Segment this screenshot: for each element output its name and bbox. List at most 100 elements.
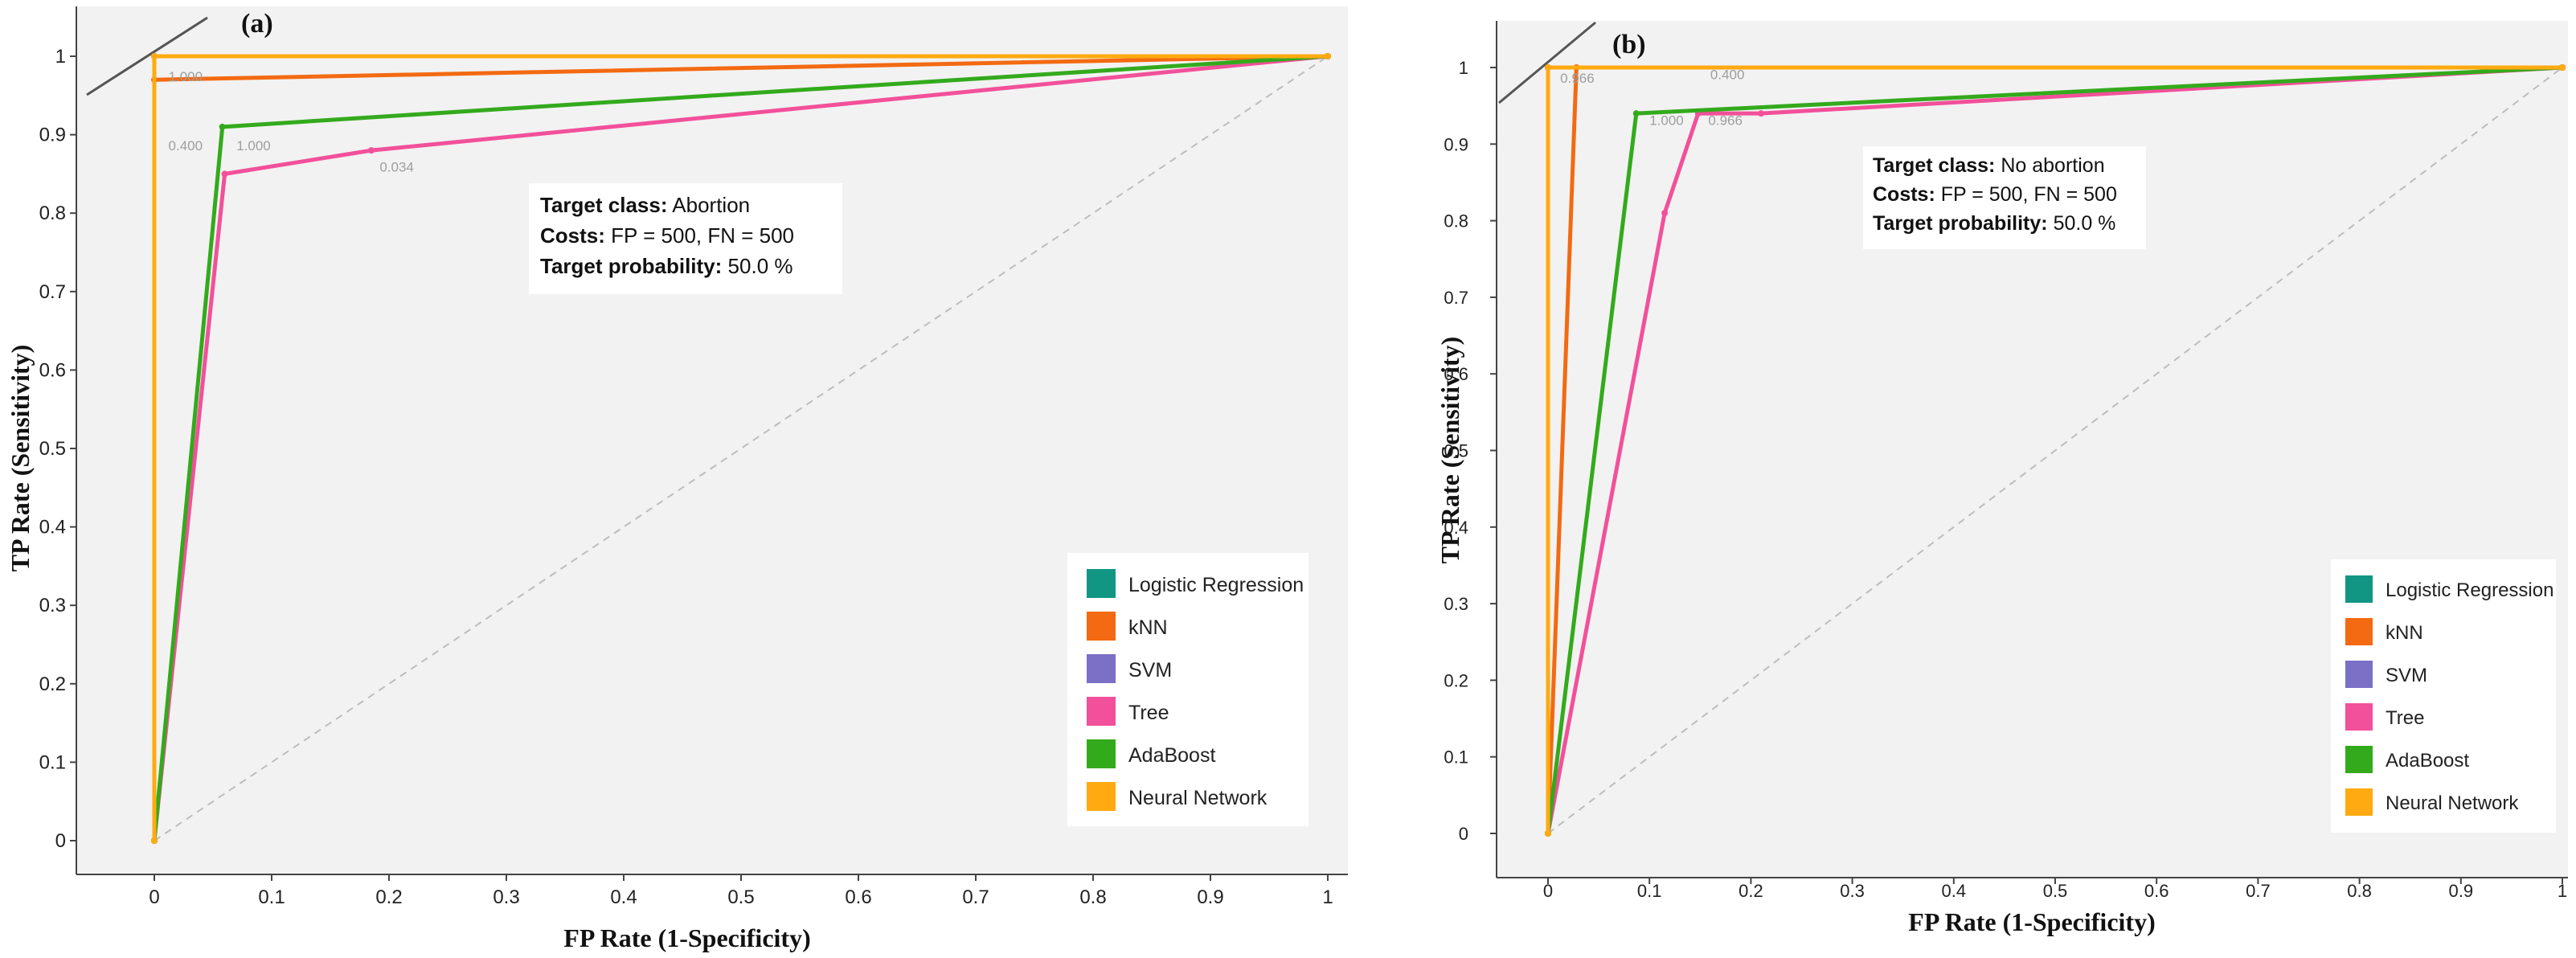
- y-tick-label-a: 0.2: [39, 673, 66, 695]
- x-axis-title-b: FP Rate (1-Specificity): [1908, 907, 2155, 936]
- legend-swatch-logistic-regression-b: [2345, 575, 2373, 603]
- y-tick-label-b: 1: [1459, 58, 1468, 78]
- info-box-b: [1863, 146, 2146, 249]
- x-axis-title-a: FP Rate (1-Specificity): [563, 923, 810, 952]
- x-tick-label-a: 0.3: [493, 886, 519, 908]
- roc-point-adaboost-b: [1632, 110, 1640, 117]
- legend-label-tree-b: Tree: [2386, 707, 2424, 729]
- roc-point-tree-a: [368, 147, 375, 154]
- legend-label-logistic-regression-a: Logistic Regression: [1128, 574, 1304, 596]
- info-costs-b: Costs: FP = 500, FN = 500: [1873, 183, 2117, 206]
- info-target-class-label-a: Target class:: [540, 193, 667, 217]
- roc-point-neural-network-a: [151, 837, 158, 844]
- legend-swatch-knn-b: [2345, 618, 2373, 645]
- y-tick-label-b: 0.3: [1444, 594, 1468, 614]
- info-prob-b: Target probability: 50.0 %: [1873, 212, 2115, 235]
- legend-swatch-neural-network-a: [1087, 782, 1116, 811]
- threshold-label-b: 0.400: [1710, 67, 1745, 82]
- x-tick-label-b: 0.5: [2043, 881, 2068, 901]
- y-tick-label-a: 0.6: [39, 359, 66, 381]
- roc-point-adaboost-a: [219, 123, 226, 130]
- y-tick-label-a: 0: [55, 830, 66, 852]
- threshold-label-b: 0.966: [1560, 71, 1595, 86]
- legend-box-a: [1067, 553, 1308, 826]
- roc-point-tree-a: [221, 170, 228, 178]
- legend-label-svm-a: SVM: [1128, 659, 1172, 682]
- x-tick-label-a: 1: [1322, 886, 1333, 908]
- legend-swatch-svm-b: [2345, 661, 2373, 688]
- legend-label-adaboost-b: AdaBoost: [2386, 750, 2469, 772]
- roc-point-tree-b: [1758, 110, 1765, 117]
- legend-label-logistic-regression-b: Logistic Regression: [2386, 579, 2553, 601]
- y-tick-label-b: 0.2: [1444, 670, 1468, 690]
- x-tick-label-b: 0: [1543, 881, 1553, 901]
- info-target-class-value-b: No abortion: [2001, 154, 2104, 177]
- info-prob-label-b: Target probability:: [1873, 212, 2048, 235]
- roc-point-neural-network-b: [1545, 64, 1551, 71]
- x-tick-label-b: 0.6: [2144, 881, 2169, 901]
- legend-swatch-logistic-regression-a: [1087, 569, 1116, 598]
- x-tick-label-a: 0.1: [258, 886, 285, 908]
- legend-swatch-adaboost-b: [2345, 746, 2373, 773]
- legend-label-tree-a: Tree: [1128, 702, 1169, 724]
- info-costs-a: Costs: FP = 500, FN = 500: [540, 223, 794, 248]
- panel-b: (b) FP Rate (1-Specificity) TP Rate (Sen…: [1435, 21, 2568, 936]
- legend-label-svm-b: SVM: [2386, 665, 2427, 686]
- info-target-class-value-a: Abortion: [672, 193, 750, 217]
- info-prob-a: Target probability: 50.0 %: [540, 254, 793, 278]
- info-costs-value-b: FP = 500, FN = 500: [1941, 183, 2117, 206]
- y-tick-label-b: 0.4: [1444, 518, 1468, 538]
- legend-swatch-adaboost-a: [1087, 739, 1116, 768]
- legend-box-b: [2331, 559, 2556, 833]
- threshold-label-b: 1.000: [1649, 113, 1684, 128]
- info-box-a: [529, 183, 842, 294]
- legend-swatch-neural-network-b: [2345, 788, 2373, 816]
- x-tick-label-b: 0.3: [1840, 881, 1865, 901]
- legend-swatch-tree-a: [1087, 697, 1116, 726]
- x-tick-label-b: 0.7: [2246, 881, 2271, 901]
- x-tick-label-b: 0.4: [1942, 881, 1967, 901]
- panel-label-a: (a): [241, 9, 273, 39]
- x-tick-label-a: 0.5: [727, 886, 754, 908]
- info-prob-value-a: 50.0 %: [728, 254, 793, 278]
- legend-label-knn-a: kNN: [1128, 616, 1168, 639]
- panel-label-b: (b): [1612, 30, 1646, 59]
- y-tick-label-a: 0.9: [39, 125, 66, 146]
- chart-marks: 0 0.1 0.2 0.3 0.4 0.5 0.6 0.7 0.8 0.9 1 0 0.1 0.2 0.3 0…: [39, 46, 2568, 908]
- x-tick-label-a: 0.7: [962, 886, 989, 908]
- x-tick-label-b: 0.9: [2449, 881, 2474, 901]
- y-tick-label-a: 0.1: [39, 751, 66, 773]
- x-tick-label-a: 0: [149, 886, 159, 908]
- info-prob-value-b: 50.0 %: [2054, 212, 2116, 235]
- corner-slash-b: [1498, 21, 1596, 104]
- roc-point-tree-b: [1661, 210, 1669, 217]
- y-tick-label-a: 0.4: [39, 517, 66, 538]
- y-tick-label-b: 0.9: [1444, 134, 1468, 154]
- threshold-label-b: 0.966: [1708, 113, 1743, 128]
- y-tick-label-a: 0.7: [39, 281, 66, 303]
- x-tick-label-b: 0.1: [1637, 881, 1662, 901]
- x-tick-label-b: 0.2: [1738, 881, 1763, 901]
- legend-swatch-tree-b: [2345, 703, 2373, 731]
- info-target-class-label-b: Target class:: [1873, 154, 1995, 177]
- x-tick-label-a: 0.6: [845, 886, 871, 908]
- info-costs-label-a: Costs:: [540, 223, 605, 248]
- y-tick-label-b: 0.1: [1444, 747, 1468, 768]
- y-tick-label-b: 0.7: [1444, 288, 1468, 308]
- x-tick-label-a: 0.8: [1079, 886, 1106, 908]
- threshold-label-a: 1.000: [169, 69, 203, 84]
- roc-point-neural-network-a: [1325, 53, 1331, 59]
- y-axis-title-a: TP Rate (Sensitivity): [6, 345, 35, 572]
- x-tick-label-a: 0.4: [610, 886, 637, 908]
- info-target-class-b: Target class: No abortion: [1873, 154, 2105, 177]
- corner-slash-a: [86, 16, 208, 96]
- y-axis-title-b: TP Rate (Sensitivity): [1435, 337, 1464, 564]
- info-costs-value-a: FP = 500, FN = 500: [611, 223, 794, 248]
- x-tick-label-b: 0.8: [2347, 881, 2372, 901]
- legend-label-adaboost-a: AdaBoost: [1128, 744, 1215, 767]
- x-tick-label-a: 0.2: [375, 886, 402, 908]
- info-costs-label-b: Costs:: [1873, 183, 1935, 206]
- legend-label-neural-network-a: Neural Network: [1128, 787, 1268, 809]
